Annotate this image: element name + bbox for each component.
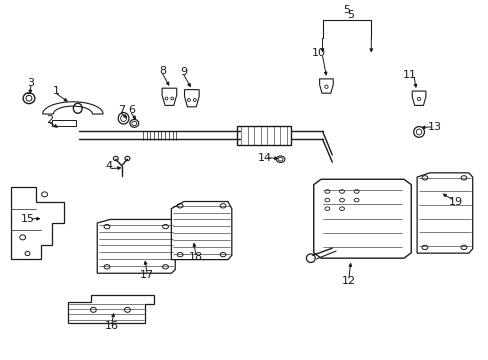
Text: 11: 11	[403, 69, 416, 80]
Polygon shape	[162, 88, 176, 105]
Text: 4: 4	[105, 161, 112, 171]
Bar	[237, 126, 290, 145]
Text: 19: 19	[448, 197, 462, 207]
Polygon shape	[411, 91, 425, 105]
Ellipse shape	[276, 156, 285, 162]
Polygon shape	[319, 79, 332, 93]
Polygon shape	[184, 90, 199, 107]
Text: 7: 7	[118, 105, 125, 116]
Polygon shape	[97, 220, 175, 273]
Text: 16: 16	[104, 321, 119, 331]
Text: 13: 13	[427, 122, 441, 132]
Polygon shape	[313, 179, 410, 258]
Text: 14: 14	[257, 153, 271, 163]
Bar	[52, 121, 76, 126]
Text: 5: 5	[346, 10, 354, 20]
Text: 5: 5	[343, 5, 350, 15]
Polygon shape	[11, 187, 64, 259]
Polygon shape	[171, 202, 231, 260]
Text: 2: 2	[46, 115, 53, 125]
Text: 15: 15	[21, 214, 35, 224]
Text: 10: 10	[311, 48, 325, 58]
Text: 6: 6	[128, 105, 135, 116]
Text: 9: 9	[180, 67, 187, 77]
Polygon shape	[68, 295, 154, 323]
Text: 1: 1	[53, 86, 60, 96]
Text: 12: 12	[341, 276, 355, 286]
Text: 8: 8	[159, 66, 166, 76]
Polygon shape	[416, 173, 472, 253]
Text: 17: 17	[140, 270, 154, 280]
Polygon shape	[42, 102, 103, 114]
Text: 3: 3	[27, 78, 34, 88]
Text: 18: 18	[188, 252, 203, 262]
